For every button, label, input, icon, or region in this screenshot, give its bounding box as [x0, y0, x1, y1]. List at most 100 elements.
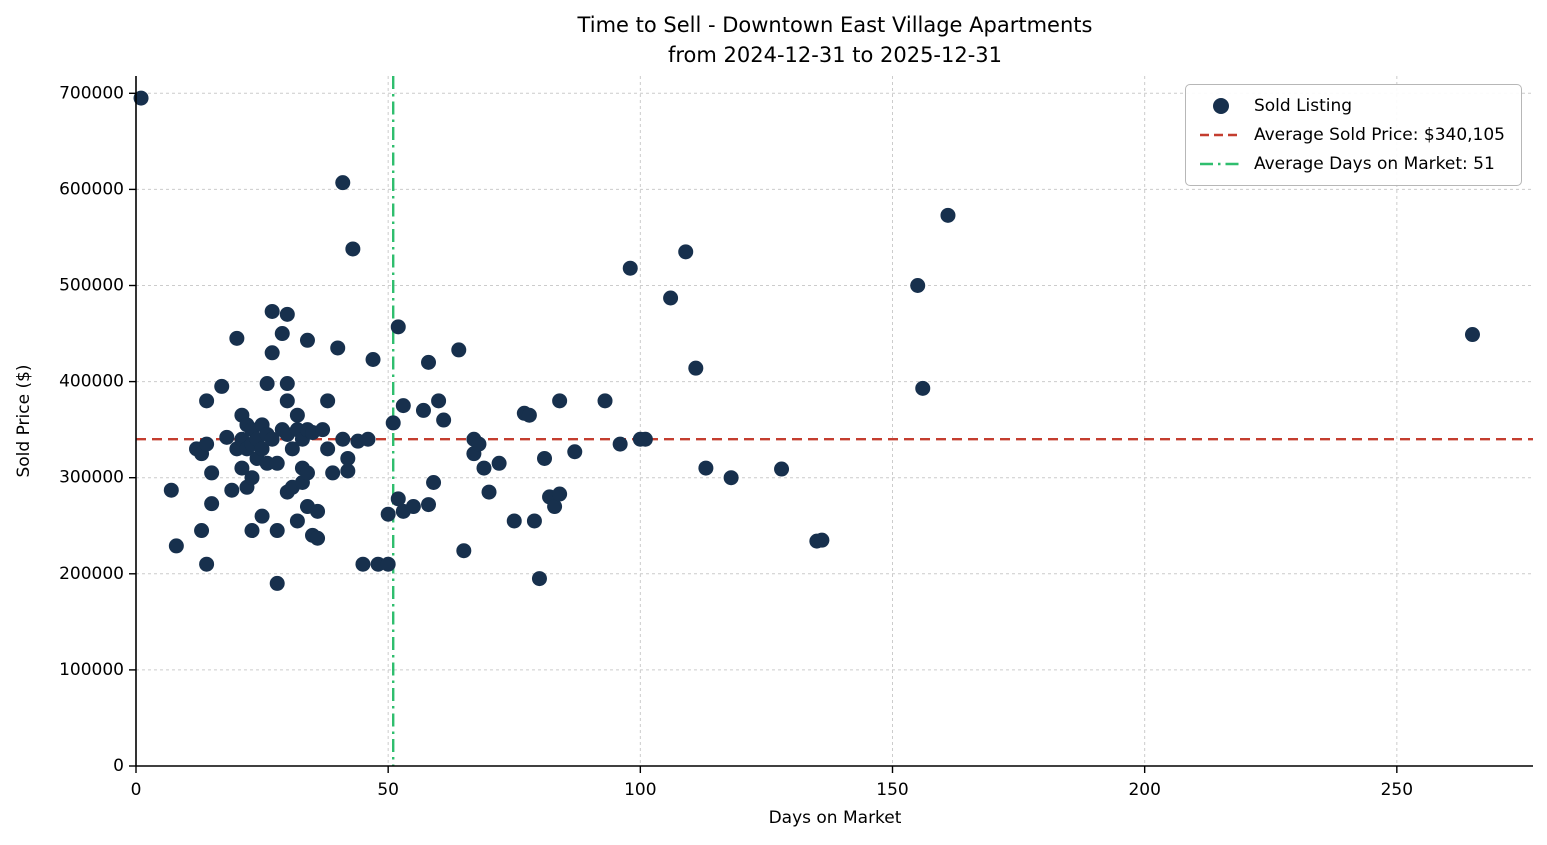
scatter-point: [390, 491, 406, 507]
avg-days-dashdot-line-icon: [1199, 162, 1242, 166]
scatter-point: [385, 415, 401, 431]
scatter-point: [597, 393, 613, 409]
scatter-point: [506, 513, 522, 529]
scatter-point: [380, 556, 396, 572]
scatter-point: [259, 376, 275, 392]
x-tick-label: 50: [377, 780, 399, 800]
scatter-point: [345, 241, 361, 257]
scatter-point: [269, 523, 285, 539]
scatter-point: [421, 497, 437, 513]
scatter-point: [355, 556, 371, 572]
y-tick-label: 300000: [59, 468, 124, 488]
scatter-point: [521, 407, 537, 423]
scatter-point: [940, 207, 956, 223]
scatter-point: [279, 306, 295, 322]
scatter-point: [612, 436, 628, 452]
scatter-point: [274, 326, 290, 342]
scatter-point: [269, 455, 285, 471]
scatter-point: [264, 303, 280, 319]
scatter-point: [415, 402, 431, 418]
scatter-point: [723, 470, 739, 486]
scatter-point: [547, 499, 563, 515]
legend-label-sold-listing: Sold Listing: [1253, 96, 1353, 116]
chart-title-line1: Time to Sell - Downtown East Village Apa…: [577, 13, 1093, 37]
legend-label-avg-price: Average Sold Price: $340,105: [1253, 125, 1505, 145]
scatter-point: [315, 422, 331, 438]
scatter-point: [526, 513, 542, 529]
scatter-point: [552, 393, 568, 409]
scatter-point: [426, 475, 442, 491]
scatter-point: [688, 360, 704, 376]
scatter-point: [915, 380, 931, 396]
scatter-point: [360, 431, 376, 447]
scatter-point: [698, 460, 714, 476]
scatter-point: [214, 378, 230, 394]
x-tick-label: 0: [131, 780, 142, 800]
scatter-point: [390, 319, 406, 335]
scatter-point: [814, 532, 830, 548]
scatter-point: [279, 393, 295, 409]
scatter-point: [289, 513, 305, 529]
chart-title: Time to Sell - Downtown East Village Apa…: [578, 10, 1093, 71]
scatter-point: [491, 455, 507, 471]
legend-item-sold-listing: Sold Listing: [1198, 96, 1505, 116]
scatter-point: [436, 412, 452, 428]
scatter-point: [264, 431, 280, 447]
y-tick-label: 400000: [59, 372, 124, 392]
scatter-point: [133, 90, 149, 106]
sold-listing-dot-icon: [1212, 98, 1229, 114]
scatter-point: [310, 503, 326, 519]
y-tick-label: 100000: [59, 660, 124, 680]
scatter-point: [663, 290, 679, 306]
y-tick-label: 0: [113, 756, 124, 776]
scatter-point: [531, 571, 547, 587]
chart-title-line2: from 2024-12-31 to 2025-12-31: [667, 43, 1003, 68]
scatter-point: [199, 393, 215, 409]
scatter-point: [1464, 327, 1480, 343]
x-tick-label: 200: [1128, 780, 1160, 800]
scatter-point: [330, 340, 346, 356]
scatter-point: [567, 444, 583, 460]
scatter-point: [199, 556, 215, 572]
scatter-point: [284, 441, 300, 457]
scatter-point: [335, 175, 351, 191]
x-tick-label: 150: [876, 780, 908, 800]
scatter-point: [365, 351, 381, 367]
scatter-point: [234, 460, 250, 476]
scatter-point: [335, 431, 351, 447]
legend-label-avg-days: Average Days on Market: 51: [1253, 154, 1495, 174]
scatter-point: [320, 441, 336, 457]
scatter-point: [163, 482, 179, 498]
scatter-point: [299, 465, 315, 481]
scatter-point: [204, 465, 220, 481]
scatter-point: [471, 436, 487, 452]
scatter-point: [325, 465, 341, 481]
scatter-point: [537, 450, 553, 466]
scatter-point: [910, 277, 926, 293]
scatter-point: [244, 470, 260, 486]
scatter-point: [229, 330, 245, 346]
scatter-point: [395, 398, 411, 414]
scatter-point: [254, 508, 270, 524]
scatter-point: [476, 460, 492, 476]
x-axis-label: Days on Market: [768, 808, 902, 828]
y-tick-label: 700000: [59, 83, 124, 103]
scatter-point: [269, 575, 285, 591]
legend-item-avg-price: Average Sold Price: $340,105: [1198, 125, 1505, 145]
x-tick-label: 100: [624, 780, 656, 800]
scatter-point: [622, 260, 638, 276]
scatter-point: [451, 342, 467, 358]
scatter-point: [289, 407, 305, 423]
legend: Sold Listing Average Sold Price: $340,10…: [1184, 84, 1522, 186]
scatter-point: [637, 431, 653, 447]
scatter-point: [244, 523, 260, 539]
scatter-point: [199, 436, 215, 452]
scatter-point: [254, 441, 270, 457]
legend-item-avg-days: Average Days on Market: 51: [1198, 154, 1505, 174]
y-tick-label: 600000: [59, 179, 124, 199]
x-tick-label: 250: [1381, 780, 1413, 800]
avg-price-dashed-line-icon: [1199, 133, 1242, 137]
scatter-point: [431, 393, 447, 409]
